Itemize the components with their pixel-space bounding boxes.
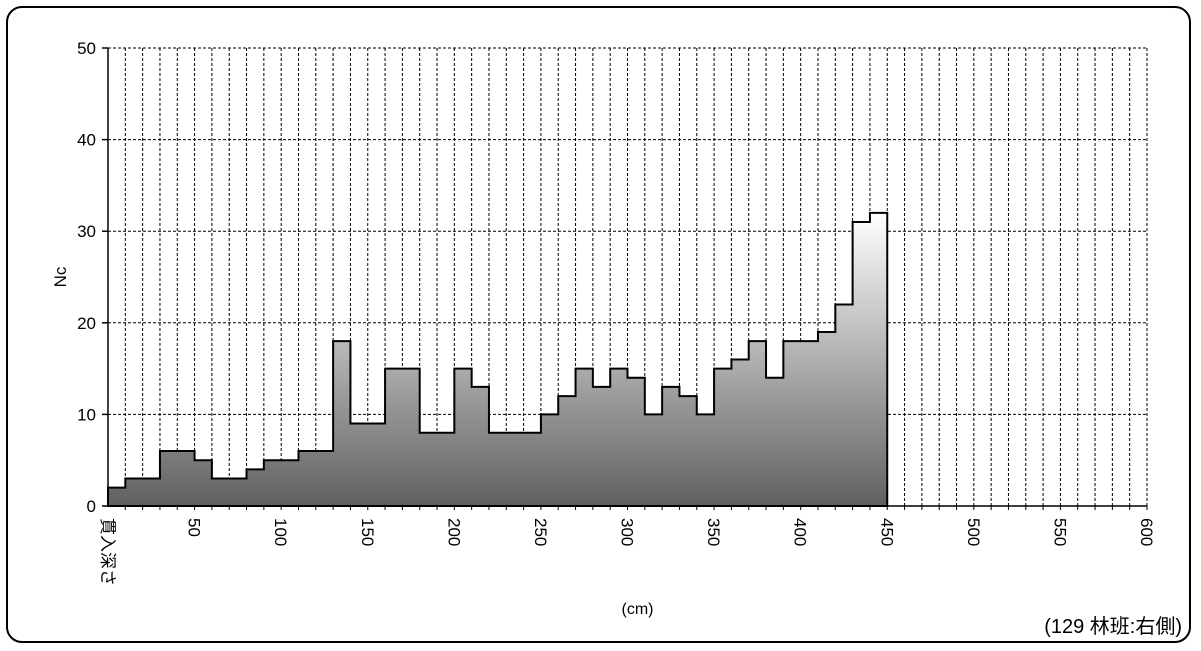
y-tick-label: 20 <box>77 314 96 333</box>
x-tick-label: 150 <box>358 518 377 546</box>
axis-layer: 0 10 20 30 40 50 50 100 150 200 250 300 350 400 450 500… <box>77 39 1156 546</box>
y-tick-label: 40 <box>77 131 96 150</box>
x-axis-label: (cm) <box>622 601 654 618</box>
x-tick-label: 250 <box>531 518 550 546</box>
x-tick-label: 300 <box>618 518 637 546</box>
chart-caption: (129 林班:右側) <box>1044 615 1182 638</box>
y-axis-label: Nc <box>51 266 70 287</box>
y-tick-label: 30 <box>77 222 96 241</box>
x-tick-label: 600 <box>1137 518 1156 546</box>
area-layer <box>107 211 889 507</box>
chart-frame <box>6 6 1191 643</box>
y-tick-label: 0 <box>87 497 96 516</box>
y-tick-label: 10 <box>77 405 96 424</box>
x-tick-label: 50 <box>185 518 204 537</box>
x-tick-label: 200 <box>444 518 463 546</box>
x-tick-label: 450 <box>877 518 896 546</box>
x-start-label: 貫入深さ <box>98 518 117 586</box>
label-layer: Nc (cm) 貫入深さ (129 林班:右側) <box>51 266 1182 638</box>
x-tick-label: 100 <box>271 518 290 546</box>
x-tick-label: 500 <box>964 518 983 546</box>
x-tick-label: 550 <box>1050 518 1069 546</box>
series-area <box>107 211 889 507</box>
x-tick-label: 400 <box>791 518 810 546</box>
x-tick-label: 350 <box>704 518 723 546</box>
y-tick-label: 50 <box>77 39 96 58</box>
